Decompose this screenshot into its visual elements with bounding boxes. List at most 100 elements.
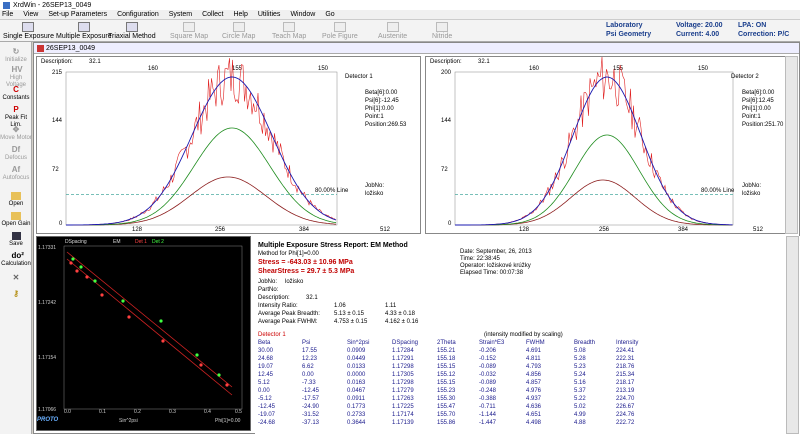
menu-view[interactable]: View bbox=[23, 11, 39, 18]
table-cell: -1.447 bbox=[479, 420, 497, 426]
menu-configuration[interactable]: Configuration bbox=[117, 11, 159, 18]
table-cell: -7.33 bbox=[302, 380, 316, 386]
table-cell: 1.17298 bbox=[392, 364, 414, 370]
intensity-ratio-2: 1.11 bbox=[385, 303, 397, 309]
detector-2-profile bbox=[454, 57, 734, 226]
menu-system[interactable]: System bbox=[168, 11, 193, 18]
menu-file[interactable]: File bbox=[2, 11, 14, 18]
peak-fit-label: Peak Fit Lim. bbox=[4, 115, 27, 128]
table-cell: 4.857 bbox=[526, 380, 542, 386]
table-cell: -31.52 bbox=[302, 412, 320, 418]
top-tick-155-1: 155 bbox=[232, 66, 243, 72]
y-tick-1: 1.17242 bbox=[38, 300, 57, 306]
open-button[interactable]: Open bbox=[0, 192, 32, 208]
menu-utilities[interactable]: Utilities bbox=[257, 11, 281, 18]
status-panel: Laboratory Psi Geometry Voltage: 20.00 C… bbox=[606, 21, 798, 41]
phi-label: Phi[1]=0.00 bbox=[215, 418, 241, 424]
table-cell: 224.70 bbox=[616, 396, 635, 402]
jobno-label: JobNo: bbox=[258, 279, 278, 285]
regression-line-upper bbox=[66, 251, 233, 388]
x-tick-512-1: 512 bbox=[380, 227, 391, 233]
column-header: DSpacing bbox=[392, 340, 419, 346]
defocus-button[interactable]: Df Defocus bbox=[0, 146, 32, 162]
x-tick-4: 0.4 bbox=[204, 409, 211, 415]
menu-setup[interactable]: Set-up Parameters bbox=[48, 11, 108, 18]
x-axis-label: Sin^2psi bbox=[119, 418, 138, 424]
table-cell: 155.21 bbox=[437, 348, 456, 354]
psi-readout-1: Psi[6]:-12.45 bbox=[365, 98, 399, 104]
table-cell: 155.23 bbox=[437, 388, 456, 394]
open-gain-button[interactable]: Open Gain bbox=[0, 212, 32, 228]
save-button[interactable]: Save bbox=[0, 232, 32, 248]
column-header: Beta bbox=[258, 340, 271, 346]
report-title: Multiple Exposure Stress Report: EM Meth… bbox=[258, 242, 408, 249]
multiple-exposure-icon bbox=[77, 22, 90, 32]
austenite-button[interactable]: Austenite bbox=[378, 22, 407, 40]
table-cell: 155.12 bbox=[437, 372, 456, 378]
avg-peak-fwhm-label: Average Peak FWHM: bbox=[258, 319, 318, 325]
det1-point-1 bbox=[75, 269, 79, 273]
table-cell: 5.22 bbox=[574, 396, 586, 402]
table-cell: 0.0909 bbox=[347, 348, 366, 354]
x-tick-1: 0.1 bbox=[99, 409, 106, 415]
table-cell: 5.23 bbox=[574, 364, 586, 370]
table-cell: 17.55 bbox=[302, 348, 318, 354]
det1-point-2 bbox=[85, 275, 89, 279]
table-cell: 1.17174 bbox=[392, 412, 414, 418]
triaxial-method-button[interactable]: Triaxial Method bbox=[108, 22, 156, 40]
profile-scrollbar[interactable] bbox=[785, 56, 798, 234]
table-cell: 155.15 bbox=[437, 364, 456, 370]
square-map-label: Square Map bbox=[170, 33, 209, 40]
table-cell: 1.17305 bbox=[392, 372, 414, 378]
square-map-button[interactable]: Square Map bbox=[170, 22, 208, 40]
description-label: Description: bbox=[258, 295, 290, 301]
initialize-button[interactable]: ↻ Initialize bbox=[0, 48, 32, 64]
defocus-icon: Df bbox=[11, 145, 21, 154]
table-cell: -0.089 bbox=[479, 380, 497, 386]
pole-figure-button[interactable]: Pole Figure bbox=[322, 22, 358, 40]
calculation-button[interactable]: do² Calculation bbox=[0, 252, 32, 268]
single-exposure-button[interactable]: Single Exposure bbox=[3, 22, 54, 40]
multiple-exposure-button[interactable]: Multiple Exposure bbox=[56, 22, 112, 40]
teach-map-label: Teach Map bbox=[272, 33, 307, 40]
detector-1-profile bbox=[65, 58, 338, 226]
document-title-bar: 26SEP13_0049 bbox=[34, 43, 799, 54]
move-motor-button[interactable]: ✥ Move Motor bbox=[0, 126, 32, 142]
partno-label: PartNo: bbox=[258, 287, 279, 293]
peak-fit-button[interactable]: P Peak Fit Lim. bbox=[0, 106, 32, 129]
table-cell: -12.45 bbox=[302, 388, 320, 394]
key-button[interactable]: ⚷ bbox=[0, 290, 32, 299]
table-cell: 155.47 bbox=[437, 404, 456, 410]
initialize-icon: ↻ bbox=[12, 47, 20, 56]
menu-help[interactable]: Help bbox=[233, 11, 248, 18]
report-scrollbar[interactable] bbox=[786, 236, 799, 434]
table-cell: 5.24 bbox=[574, 372, 586, 378]
table-cell: 1.17291 bbox=[392, 356, 414, 362]
table-cell: -0.388 bbox=[479, 396, 497, 402]
x-tick-256-2: 256 bbox=[599, 227, 610, 233]
austenite-label: Austenite bbox=[378, 33, 408, 40]
table-cell: -17.57 bbox=[302, 396, 320, 402]
autofocus-button[interactable]: Af Autofocus bbox=[0, 166, 32, 182]
menu-go[interactable]: Go bbox=[325, 11, 335, 18]
constants-button[interactable]: C Constants bbox=[0, 86, 32, 102]
top-tick-150-1: 150 bbox=[318, 66, 329, 72]
high-voltage-button[interactable]: HV High Voltage bbox=[0, 66, 32, 89]
table-cell: 215.34 bbox=[616, 372, 635, 378]
calculation-icon: do² bbox=[11, 251, 24, 260]
table-cell: 218.76 bbox=[616, 364, 635, 370]
table-cell: -19.07 bbox=[258, 412, 276, 418]
floppy-icon bbox=[11, 232, 21, 240]
menu-window[interactable]: Window bbox=[290, 11, 316, 18]
teach-map-button[interactable]: Teach Map bbox=[272, 22, 306, 40]
table-cell: 155.86 bbox=[437, 420, 456, 426]
circle-map-button[interactable]: Circle Map bbox=[222, 22, 255, 40]
menu-collect[interactable]: Collect bbox=[202, 11, 224, 18]
tools-button[interactable]: ✕ bbox=[0, 274, 32, 283]
nitride-button[interactable]: Nitride bbox=[432, 22, 452, 40]
y-tick-low-1: 72 bbox=[52, 167, 59, 173]
initialize-label: Initialize bbox=[5, 57, 27, 63]
table-cell: 12.45 bbox=[258, 372, 274, 378]
report-elapsed: Elapsed Time: 00:07:38 bbox=[460, 270, 524, 276]
pole-figure-icon bbox=[333, 22, 346, 32]
